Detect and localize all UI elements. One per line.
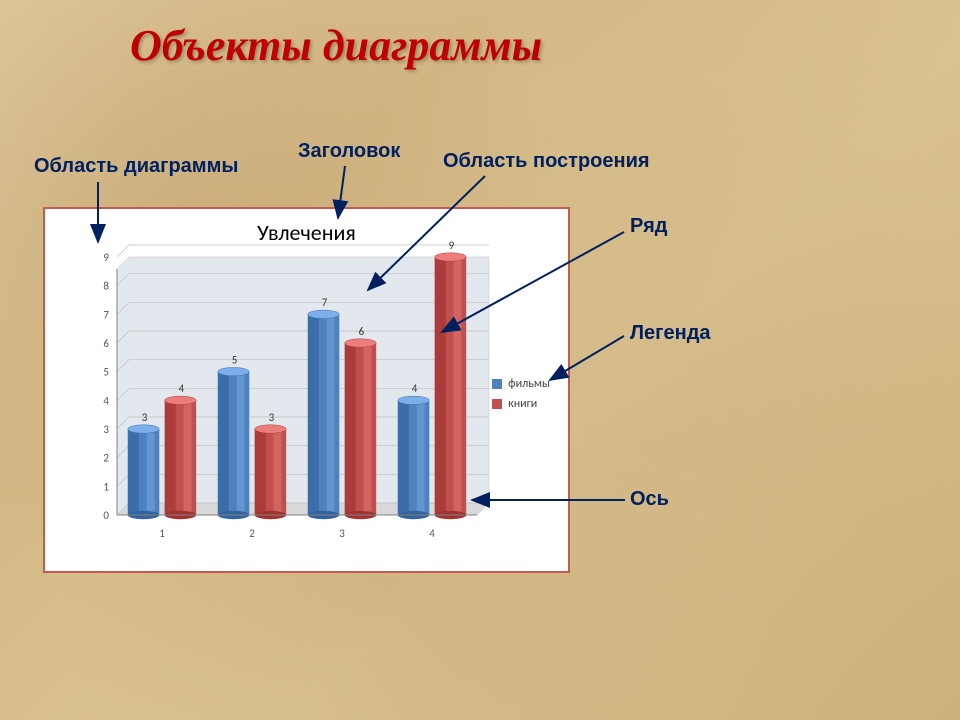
- arrow-series: [442, 232, 624, 332]
- arrow-legend: [550, 336, 624, 380]
- arrow-title: [338, 166, 345, 218]
- callout-arrows: [0, 0, 960, 720]
- arrow-plot-area: [368, 176, 485, 290]
- slide: { "slide": { "title": "Объекты диаграммы…: [0, 0, 960, 720]
